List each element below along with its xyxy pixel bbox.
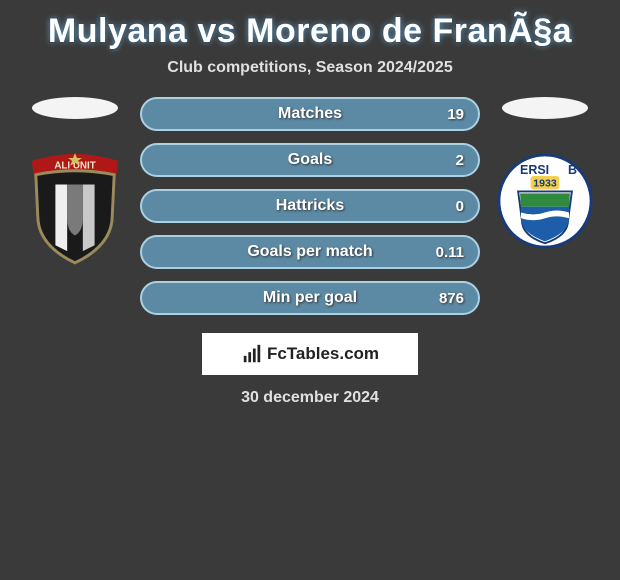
persib-crest: ERSI B 1933 xyxy=(497,153,593,249)
stat-bar-hattricks: Hattricks 0 xyxy=(140,189,480,223)
stat-label: Goals xyxy=(288,151,332,169)
bali-united-crest: ALI UNIT xyxy=(26,147,124,265)
right-shadow-ellipse xyxy=(502,97,588,119)
right-team-column: ERSI B 1933 xyxy=(490,95,600,254)
right-crest-wrap: ERSI B 1933 xyxy=(497,153,593,254)
stat-right-value: 2 xyxy=(456,152,464,169)
left-team-column: ALI UNIT xyxy=(20,95,130,265)
arc-text-left: ERSI xyxy=(520,163,549,177)
stat-right-value: 19 xyxy=(447,106,464,123)
brand-box[interactable]: FcTables.com xyxy=(202,333,418,375)
stat-right-value: 0 xyxy=(456,198,464,215)
left-shadow-ellipse xyxy=(32,97,118,119)
stat-label: Hattricks xyxy=(276,197,344,215)
arc-text-right: B xyxy=(568,163,577,177)
chart-icon xyxy=(241,343,263,365)
brand-text: FcTables.com xyxy=(267,344,379,364)
stat-right-value: 0.11 xyxy=(436,244,464,261)
stat-label: Matches xyxy=(278,105,342,123)
subtitle: Club competitions, Season 2024/2025 xyxy=(0,55,620,95)
comparison-row: ALI UNIT Matches 19 Goals 2 Hattricks 0 xyxy=(0,95,620,315)
stats-column: Matches 19 Goals 2 Hattricks 0 Goals per… xyxy=(140,95,480,315)
page-title: Mulyana vs Moreno de FranÃ§a xyxy=(0,0,620,55)
crest-year: 1933 xyxy=(533,178,557,190)
stat-bar-goals: Goals 2 xyxy=(140,143,480,177)
stat-right-value: 876 xyxy=(439,290,464,307)
stat-label: Min per goal xyxy=(263,289,357,307)
stat-bar-min-per-goal: Min per goal 876 xyxy=(140,281,480,315)
stat-bar-goals-per-match: Goals per match 0.11 xyxy=(140,235,480,269)
stat-label: Goals per match xyxy=(247,243,372,261)
date-line: 30 december 2024 xyxy=(0,375,620,421)
stat-bar-matches: Matches 19 xyxy=(140,97,480,131)
